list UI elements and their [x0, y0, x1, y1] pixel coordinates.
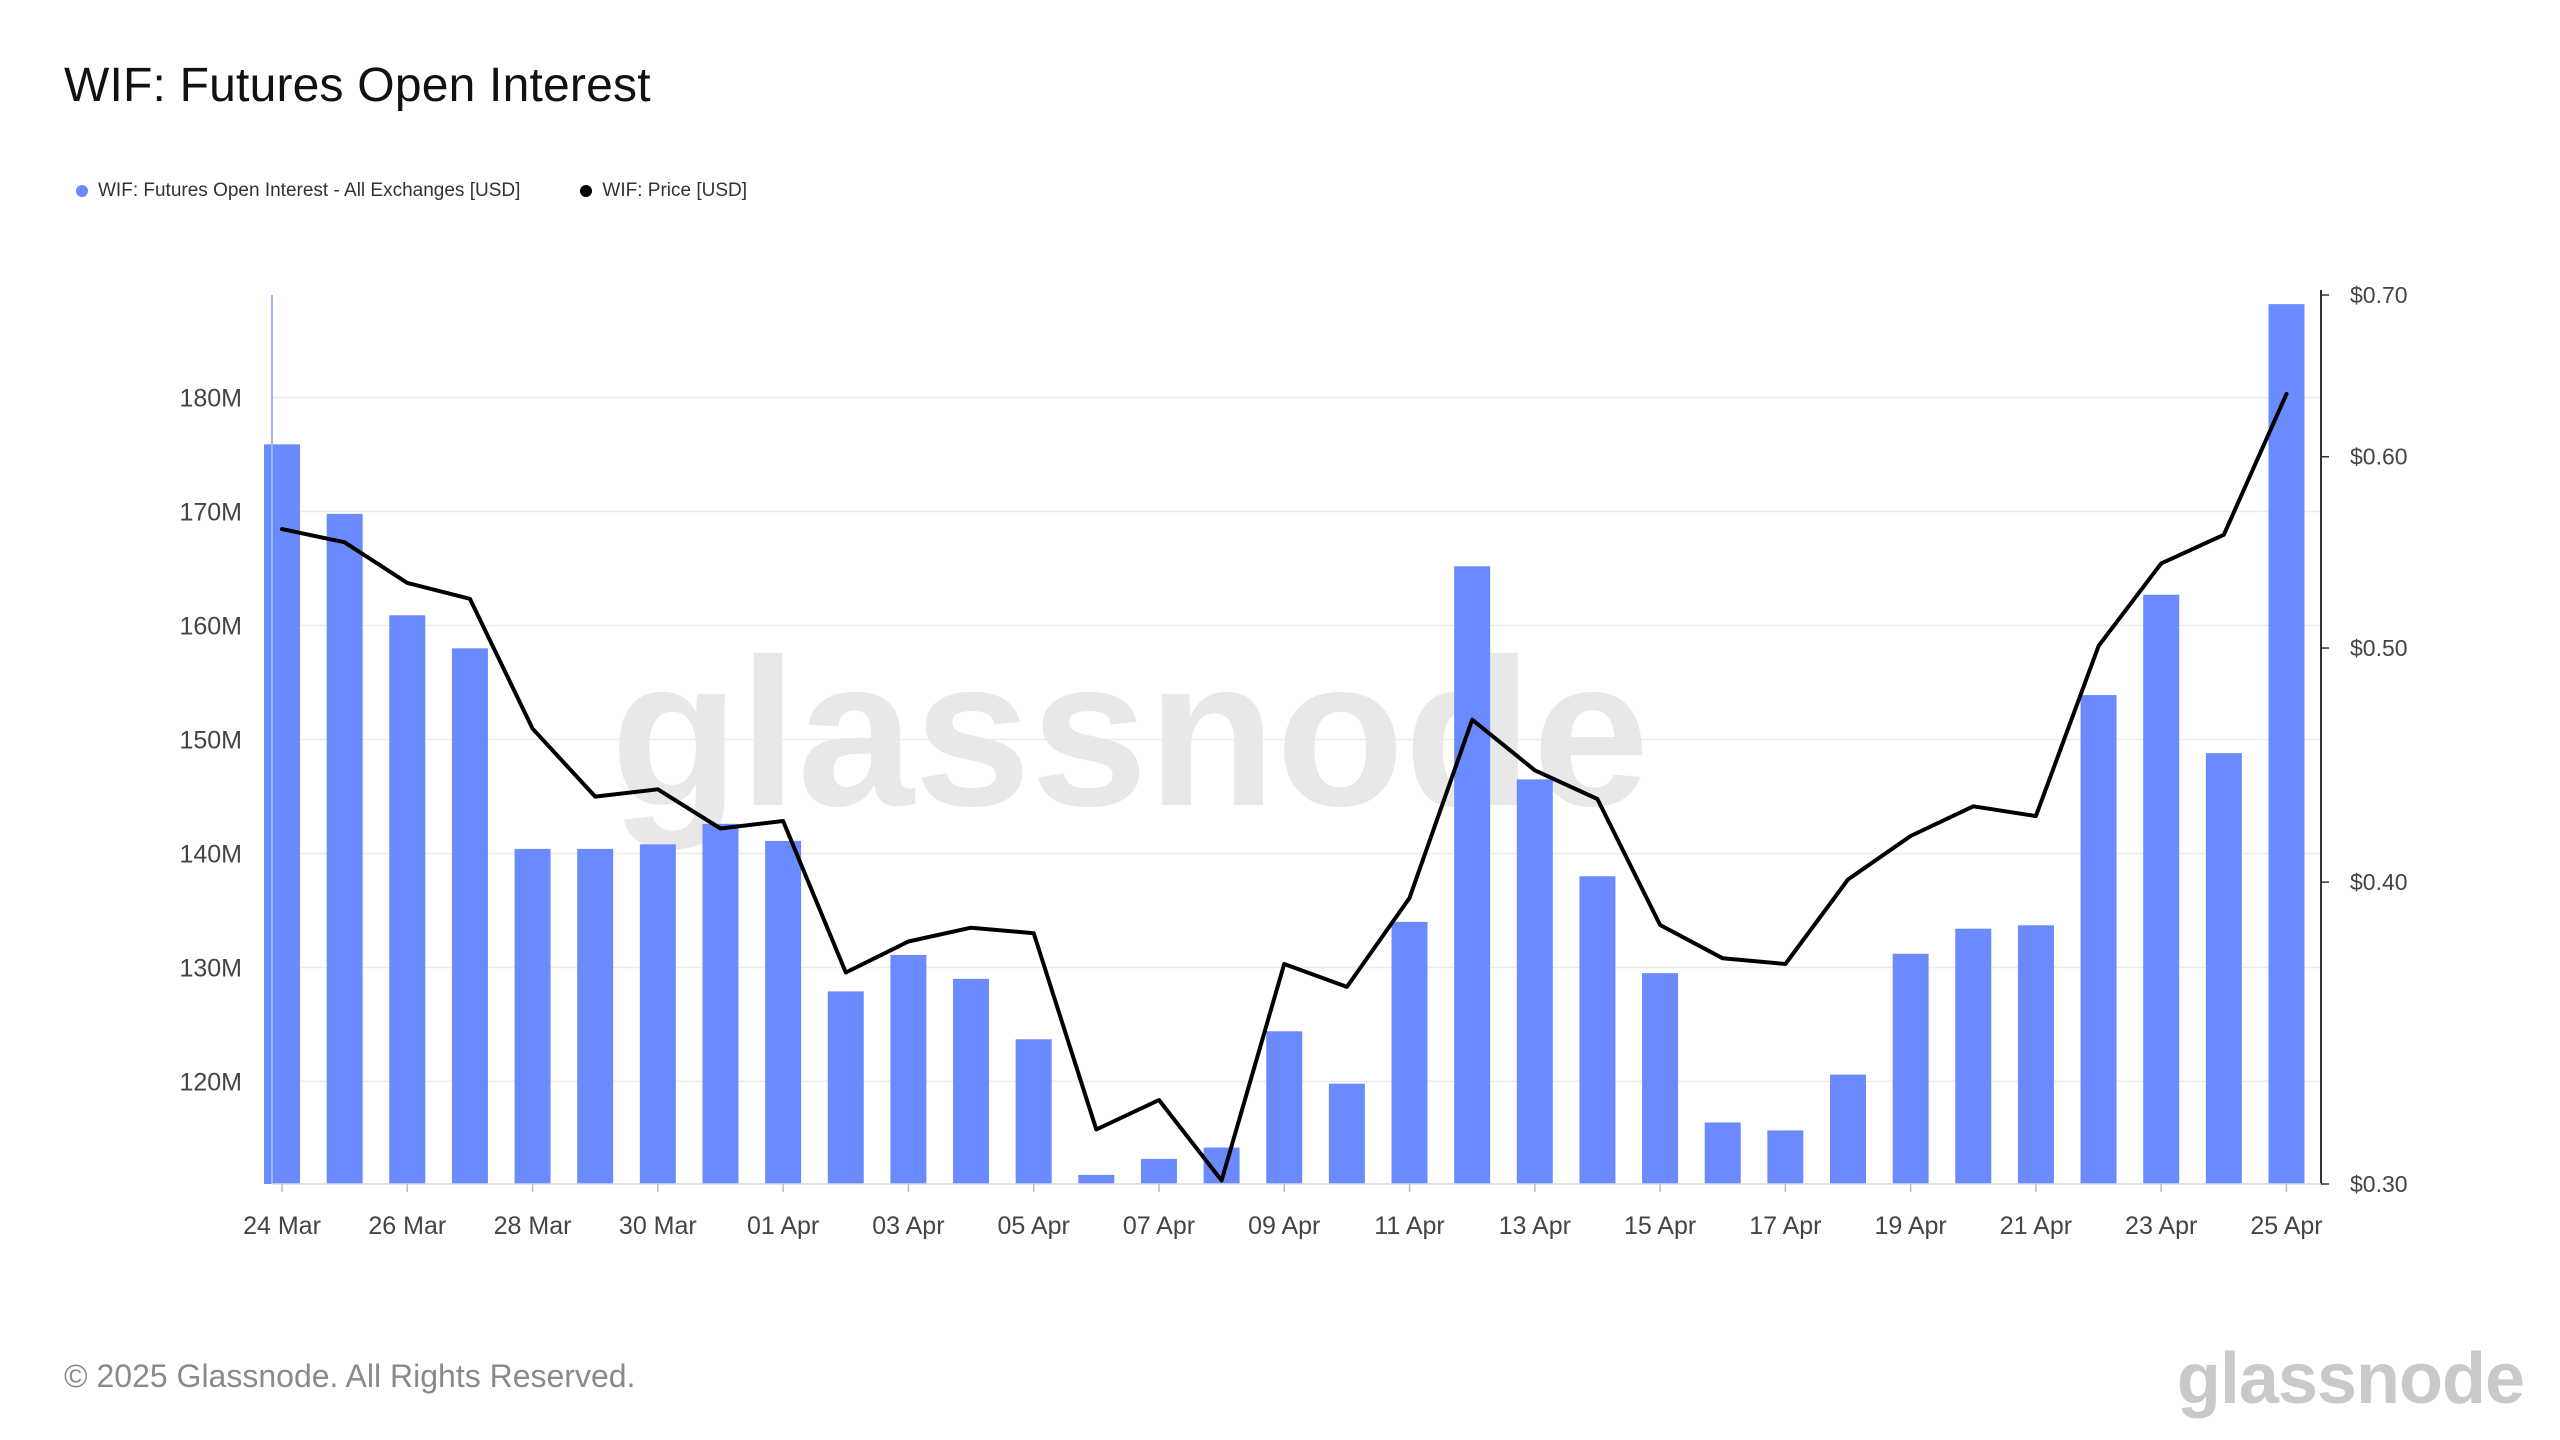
- bar-open-interest-7[interactable]: [702, 823, 739, 1184]
- x-tick-label: 11 Apr: [1374, 1212, 1444, 1240]
- bar-open-interest-10[interactable]: [890, 954, 927, 1184]
- bar-open-interest-30[interactable]: [2143, 594, 2180, 1184]
- y-left-tick-label: 160M: [179, 613, 242, 641]
- bar-open-interest-0[interactable]: [264, 444, 300, 1184]
- y-right-tick-label: $0.30: [2350, 1171, 2408, 1197]
- legend-label-open-interest: WIF: Futures Open Interest - All Exchang…: [98, 180, 521, 201]
- x-tick-label: 05 Apr: [998, 1212, 1070, 1240]
- x-tick-label: 28 Mar: [494, 1212, 572, 1240]
- bar-open-interest-22[interactable]: [1642, 973, 1679, 1184]
- legend-dot-open-interest: [76, 185, 88, 197]
- y-left-tick-label: 150M: [179, 727, 242, 755]
- bar-open-interest-1[interactable]: [326, 513, 363, 1184]
- x-tick-label: 13 Apr: [1499, 1212, 1571, 1240]
- bar-open-interest-6[interactable]: [639, 844, 676, 1184]
- bar-open-interest-28[interactable]: [2017, 925, 2054, 1184]
- bar-open-interest-9[interactable]: [827, 991, 864, 1184]
- x-tick-label: 26 Mar: [368, 1212, 446, 1240]
- y-right-tick-label: $0.70: [2350, 282, 2408, 308]
- legend-dot-price: [580, 185, 593, 197]
- bar-open-interest-8[interactable]: [765, 840, 802, 1184]
- x-tick-label: 24 Mar: [243, 1212, 321, 1240]
- bar-open-interest-2[interactable]: [389, 615, 426, 1184]
- footer-copyright: © 2025 Glassnode. All Rights Reserved.: [64, 1358, 636, 1394]
- axes-layer: [271, 290, 2322, 1185]
- y-left-tick-label: 170M: [179, 499, 242, 527]
- y-right-tick-label: $0.50: [2350, 635, 2408, 661]
- bar-open-interest-4[interactable]: [514, 848, 551, 1184]
- y-right-tick-labels: $0.30 $0.40 $0.50 $0.60 $0.70: [2321, 282, 2408, 1197]
- bar-open-interest-17[interactable]: [1328, 1083, 1365, 1184]
- bar-open-interest-14[interactable]: [1140, 1158, 1177, 1184]
- bar-open-interest-16[interactable]: [1266, 1031, 1303, 1184]
- bar-open-interest-13[interactable]: [1078, 1174, 1115, 1184]
- bar-open-interest-11[interactable]: [953, 978, 990, 1184]
- y-left-tick-label: 180M: [179, 385, 242, 413]
- bar-open-interest-12[interactable]: [1015, 1039, 1052, 1184]
- x-tick-label: 01 Apr: [747, 1212, 819, 1240]
- price-line[interactable]: [280, 392, 2289, 1183]
- bar-open-interest-19[interactable]: [1454, 566, 1491, 1184]
- bar-open-interest-31[interactable]: [2205, 753, 2242, 1184]
- x-tick-label: 30 Mar: [619, 1212, 697, 1240]
- bar-open-interest-26[interactable]: [1892, 953, 1929, 1184]
- legend-label-price: WIF: Price [USD]: [602, 180, 748, 201]
- chart-title: WIF: Futures Open Interest: [64, 59, 651, 112]
- legend: WIF: Futures Open Interest - All Exchang…: [76, 180, 747, 202]
- bar-open-interest-27[interactable]: [1955, 928, 1992, 1184]
- bar-open-interest-29[interactable]: [2080, 695, 2117, 1184]
- x-tick-label: 15 Apr: [1624, 1212, 1696, 1240]
- bar-open-interest-24[interactable]: [1767, 1130, 1804, 1184]
- footer-logo: glassnode: [2176, 1339, 2525, 1419]
- x-tick-label: 07 Apr: [1123, 1212, 1195, 1240]
- x-tick-label: 25 Apr: [2250, 1212, 2322, 1240]
- bar-open-interest-23[interactable]: [1704, 1122, 1741, 1184]
- bar-open-interest-25[interactable]: [1830, 1074, 1866, 1184]
- x-tick-label: 21 Apr: [2000, 1212, 2072, 1240]
- legend-item-open-interest[interactable]: WIF: Futures Open Interest - All Exchang…: [76, 180, 520, 202]
- y-left-tick-labels: 120M 130M 140M 150M 160M 170M 180M: [179, 385, 242, 1097]
- y-left-tick-label: 130M: [179, 954, 242, 982]
- bar-open-interest-20[interactable]: [1516, 779, 1553, 1184]
- bar-open-interest-18[interactable]: [1391, 921, 1428, 1184]
- x-tick-label: 03 Apr: [872, 1212, 944, 1240]
- y-left-tick-label: 140M: [179, 840, 242, 868]
- bars-layer: [264, 304, 2305, 1185]
- watermark: glassnode: [611, 615, 1650, 850]
- y-left-tick-label: 120M: [179, 1068, 242, 1096]
- bar-open-interest-32[interactable]: [2268, 304, 2305, 1185]
- price-line-layer: [280, 392, 2289, 1183]
- x-tick-label: 19 Apr: [1874, 1212, 1946, 1240]
- legend-item-price[interactable]: WIF: Price [USD]: [580, 180, 747, 202]
- x-tick-labels: 24 Mar 26 Mar 28 Mar 30 Mar 01 Apr 03 Apr 05 A…: [243, 1184, 2323, 1240]
- y-right-tick-label: $0.40: [2350, 869, 2408, 895]
- x-tick-label: 23 Apr: [2125, 1212, 2197, 1240]
- y-right-tick-label: $0.60: [2350, 444, 2408, 470]
- bar-open-interest-5[interactable]: [577, 848, 614, 1184]
- bar-open-interest-21[interactable]: [1579, 876, 1616, 1184]
- x-tick-label: 09 Apr: [1248, 1212, 1320, 1240]
- x-tick-label: 17 Apr: [1749, 1212, 1821, 1240]
- bar-open-interest-3[interactable]: [451, 648, 488, 1184]
